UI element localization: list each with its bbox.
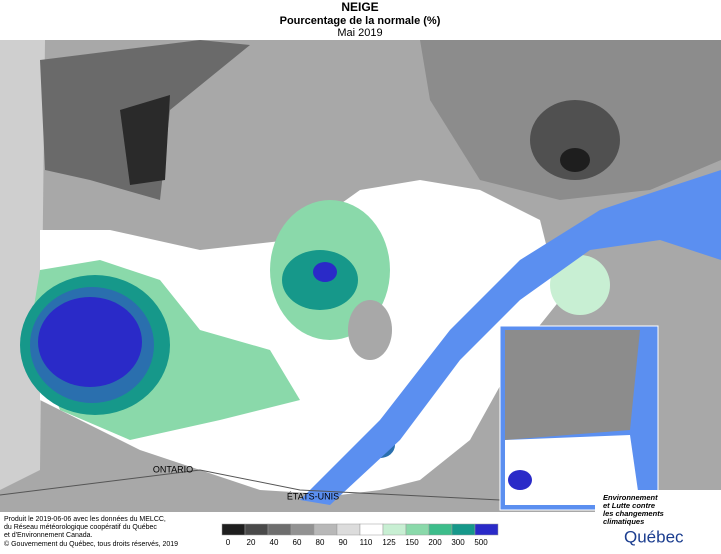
dark-zone [120, 95, 170, 185]
inset-land [505, 330, 640, 440]
legend-label: 80 [316, 538, 325, 547]
indigo-zone [313, 262, 337, 282]
logo-line: les changements [603, 509, 664, 518]
logo-line: Environnement [603, 493, 658, 502]
inset-land [505, 435, 640, 505]
legend-swatch [221, 523, 246, 536]
legend-swatch [290, 523, 315, 536]
region-label: ONTARIO [153, 464, 193, 474]
copyright: © Gouvernement du Québec, tous droits ré… [4, 540, 178, 548]
legend-label: 0 [226, 538, 231, 547]
credit-line: et d'Environnement Canada. [4, 532, 93, 539]
period: Mai 2019 [337, 27, 382, 39]
title: NEIGE [341, 0, 378, 14]
map: ONTARIO ÉTATS-UNIS [0, 40, 721, 512]
logo-line: et Lutte contre [603, 501, 655, 510]
legend-label: 110 [360, 538, 373, 547]
credit-line: Produit le 2019-06-06 avec les données d… [4, 516, 166, 523]
legend-swatch [244, 523, 269, 536]
legend-label: 40 [270, 538, 279, 547]
legend-swatch [267, 523, 292, 536]
legend-label: 150 [405, 538, 419, 547]
subtitle: Pourcentage de la normale (%) [280, 15, 441, 27]
outer-land [0, 40, 45, 490]
logo-name: Québec [624, 527, 684, 546]
legend-swatch [428, 523, 453, 536]
legend-label: 300 [451, 538, 465, 547]
logo-bg [595, 490, 721, 549]
legend-label: 200 [428, 538, 442, 547]
gray-zone [348, 300, 392, 360]
legend-swatch [382, 523, 407, 536]
green-zone [550, 255, 610, 315]
legend-label: 125 [382, 538, 396, 547]
legend-label: 90 [339, 538, 348, 547]
legend-swatch [405, 523, 430, 536]
legend-swatch [359, 523, 384, 536]
legend-swatch [451, 523, 476, 536]
legend-swatch [336, 523, 361, 536]
legend-swatch [313, 523, 338, 536]
legend-label: 20 [247, 538, 256, 547]
inset-indigo [508, 470, 532, 490]
legend: 0 20 40 60 80 90 110 125 150 200 300 500 [221, 523, 499, 547]
credits: Produit le 2019-06-06 avec les données d… [4, 516, 178, 548]
legend-label: 60 [293, 538, 302, 547]
logo-line: climatiques [603, 517, 644, 526]
river [300, 170, 721, 505]
black-ne [560, 148, 590, 172]
indigo-zone [38, 297, 142, 387]
legend-label: 500 [474, 538, 488, 547]
region-label: ÉTATS-UNIS [287, 491, 339, 501]
dark-ne [530, 100, 620, 180]
credit-line: du Réseau météorologique coopératif du Q… [4, 524, 157, 531]
legend-swatch [474, 523, 499, 536]
